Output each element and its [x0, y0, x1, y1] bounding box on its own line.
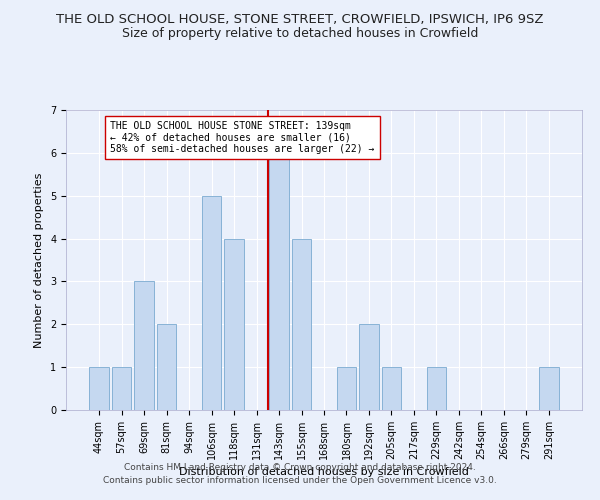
Bar [157, 324, 176, 410]
Bar [382, 367, 401, 410]
X-axis label: Distribution of detached houses by size in Crowfield: Distribution of detached houses by size … [179, 468, 469, 477]
Bar [292, 238, 311, 410]
Bar [539, 367, 559, 410]
Bar [337, 367, 356, 410]
Bar [359, 324, 379, 410]
Bar [89, 367, 109, 410]
Bar [427, 367, 446, 410]
Bar [224, 238, 244, 410]
Bar [269, 153, 289, 410]
Text: THE OLD SCHOOL HOUSE, STONE STREET, CROWFIELD, IPSWICH, IP6 9SZ: THE OLD SCHOOL HOUSE, STONE STREET, CROW… [56, 12, 544, 26]
Bar [112, 367, 131, 410]
Bar [202, 196, 221, 410]
Bar [134, 282, 154, 410]
Text: Contains HM Land Registry data © Crown copyright and database right 2024.: Contains HM Land Registry data © Crown c… [124, 464, 476, 472]
Y-axis label: Number of detached properties: Number of detached properties [34, 172, 44, 348]
Text: Contains public sector information licensed under the Open Government Licence v3: Contains public sector information licen… [103, 476, 497, 485]
Text: THE OLD SCHOOL HOUSE STONE STREET: 139sqm
← 42% of detached houses are smaller (: THE OLD SCHOOL HOUSE STONE STREET: 139sq… [110, 120, 374, 154]
Text: Size of property relative to detached houses in Crowfield: Size of property relative to detached ho… [122, 28, 478, 40]
